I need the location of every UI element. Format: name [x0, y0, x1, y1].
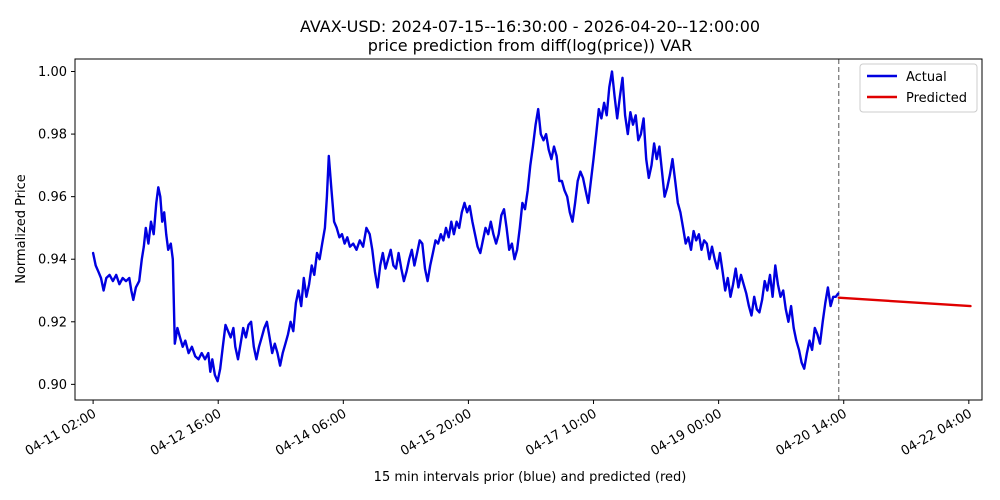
x-tick-label: 04-12 16:00 — [148, 406, 224, 459]
x-tick-label: 04-11 02:00 — [23, 406, 99, 459]
legend-label-actual: Actual — [906, 70, 947, 85]
y-tick-label: 0.98 — [38, 128, 67, 143]
series-line-actual — [91, 70, 840, 383]
x-axis-label: 15 min intervals prior (blue) and predic… — [374, 470, 687, 485]
legend-label-predicted: Predicted — [906, 91, 967, 106]
y-axis-label: Normalized Price — [14, 174, 29, 284]
y-tick-label: 0.94 — [38, 253, 67, 268]
chart-subtitle: price prediction from diff(log(price)) V… — [368, 36, 692, 55]
x-tick-label: 04-20 14:00 — [773, 406, 849, 459]
chart-title: AVAX-USD: 2024-07-15--16:30:00 - 2026-04… — [300, 17, 760, 36]
series-line-predicted — [837, 296, 972, 308]
y-tick-label: 0.92 — [38, 315, 67, 330]
legend: Actual Predicted — [859, 63, 978, 113]
x-tick-label: 04-15 20:00 — [398, 406, 474, 459]
x-tick-label: 04-14 06:00 — [273, 406, 349, 459]
x-tick-label: 04-22 04:00 — [899, 406, 975, 459]
y-tick-label: 0.90 — [38, 378, 67, 393]
x-axis: 04-11 02:00 04-12 16:00 04-14 06:00 04-15 2… — [23, 400, 975, 459]
y-axis: 0.90 0.92 0.94 0.96 0.98 1.00 — [38, 65, 75, 393]
plot-frame — [74, 58, 983, 401]
x-tick-label: 04-17 10:00 — [523, 406, 599, 459]
y-tick-label: 0.96 — [38, 190, 67, 205]
plot-area — [91, 59, 972, 400]
y-tick-label: 1.00 — [38, 65, 67, 80]
x-tick-label: 04-19 00:00 — [648, 406, 724, 459]
